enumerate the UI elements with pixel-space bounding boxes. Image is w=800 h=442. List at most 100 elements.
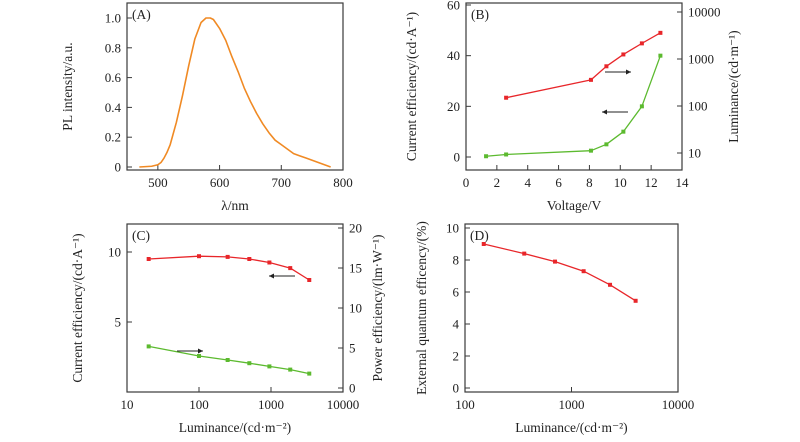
y-right-tick-label: 0 (349, 381, 356, 396)
data-point (267, 260, 272, 265)
x-tick-label: 10 (121, 397, 134, 412)
x-tick-label: 12 (645, 175, 658, 190)
series-current-efficiency (146, 254, 312, 282)
data-point (608, 282, 613, 287)
y-axis-label: Current efficiency/(cd·A⁻¹) (70, 233, 85, 382)
x-axis-label: λ/nm (221, 198, 249, 213)
y-tick-label: 6 (453, 285, 460, 300)
y-right-tick-label: 15 (349, 261, 362, 276)
plot-frame (126, 2, 344, 171)
data-point (247, 361, 252, 366)
data-point (225, 254, 230, 259)
x-tick-label: 700 (272, 175, 292, 190)
x-tick-label: 0 (463, 175, 470, 190)
y-axis-label: PL intensity/a.u. (60, 42, 75, 130)
y-tick-label: 5 (115, 315, 122, 330)
data-point (247, 257, 252, 261)
data-point (481, 242, 486, 246)
series-line (505, 32, 661, 99)
data-point (197, 254, 201, 259)
x-tick-label: 800 (333, 175, 353, 190)
x-tick-label: 10000 (327, 397, 360, 412)
data-point (522, 251, 527, 256)
y-tick-label: 10 (108, 245, 121, 260)
x-tick-label: 500 (148, 175, 168, 190)
x-tick-label: 2 (494, 175, 501, 190)
x-tick-label: 600 (210, 175, 230, 190)
data-point (197, 354, 201, 358)
y-tick-label: 8 (453, 253, 460, 268)
y-tick-label: 0 (454, 150, 461, 165)
panel-label: (B) (471, 7, 489, 22)
data-point (504, 152, 509, 157)
power-arrow-head (198, 348, 203, 354)
panel-d: 100 1000 10000 0 2 4 6 8 10 Luminance/(cd·m⁻²) Ext… (414, 221, 694, 436)
data-point (639, 41, 644, 46)
y-axis-label: External quantum efficency/(%) (414, 221, 429, 395)
y-right-tick-label: 1000 (688, 52, 714, 67)
series-luminance (504, 30, 663, 100)
y-right-tick-label: 10000 (688, 5, 721, 20)
data-point (604, 64, 609, 69)
data-point (588, 148, 593, 153)
data-point (633, 298, 638, 303)
data-point (484, 154, 489, 159)
x-tick-label: 10000 (662, 397, 695, 412)
data-point (588, 77, 593, 82)
y-tick-label: 60 (447, 0, 460, 13)
efficiency-arrow-head (602, 109, 607, 115)
y-tick-label: 0.4 (105, 100, 122, 115)
y-right-tick-label: 5 (349, 341, 356, 356)
data-point (658, 30, 663, 35)
panel-label: (C) (132, 228, 150, 243)
y-tick-label: 0 (453, 381, 460, 396)
x-tick-label: 4 (524, 175, 531, 190)
panel-label: (A) (132, 7, 151, 22)
data-point (288, 367, 293, 372)
y-axis-label: Current efficiency/(cd·A⁻¹) (404, 12, 419, 161)
y-right-axis-label: Luminance/(cd·m⁻¹) (726, 30, 741, 142)
data-point (553, 259, 558, 264)
y-right-tick-label: 20 (349, 221, 362, 236)
panel-b: 0 2 4 6 8 10 12 14 0 20 40 60 10 100 1000 10000 Voltage/… (404, 0, 741, 213)
data-point (225, 358, 230, 362)
y-tick-label: 0 (115, 160, 122, 175)
x-tick-label: 1000 (559, 397, 585, 412)
y-tick-label: 2 (453, 349, 460, 364)
data-point (307, 371, 312, 376)
x-axis-label: Luminance/(cd·m⁻²) (515, 420, 627, 435)
series-line (139, 17, 331, 168)
panel-c: 10 100 1000 1000051005101520Luminance/(cd·m… (70, 221, 385, 436)
y-tick-label: 0.2 (105, 130, 121, 145)
y-right-tick-label: 100 (688, 99, 708, 114)
y-tick-label: 40 (447, 48, 460, 63)
y-right-axis-label: Power efficiency/(lm·W⁻¹) (370, 235, 385, 382)
y-tick-label: 20 (447, 99, 460, 114)
series-line (485, 55, 662, 157)
y-tick-label: 1.0 (105, 11, 121, 26)
data-point (621, 129, 626, 134)
panel-a: 500 600 700 800 0 0.2 0.4 0.6 0.8 1.0 λ/nm PL inten… (60, 2, 353, 213)
series-current-efficiency (484, 53, 663, 159)
x-tick-label: 100 (455, 397, 475, 412)
x-tick-label: 1000 (258, 397, 284, 412)
luminance-arrow-head (626, 69, 631, 75)
x-axis-label: Voltage/V (547, 198, 602, 213)
data-point (146, 257, 151, 261)
panel-label: (D) (470, 228, 489, 243)
data-point (639, 104, 644, 109)
x-tick-label: 14 (676, 175, 690, 190)
data-point (267, 364, 272, 369)
x-tick-label: 8 (586, 175, 593, 190)
efficiency-arrow-head (269, 273, 274, 279)
y-right-tick-label: 10 (688, 146, 701, 161)
plot-frame (126, 223, 344, 393)
series-pl-spectrum (139, 17, 331, 168)
x-tick-label: 100 (189, 397, 209, 412)
series-eqe (481, 242, 638, 303)
y-tick-label: 10 (446, 221, 459, 236)
data-point (604, 142, 609, 147)
series-line (483, 243, 636, 302)
y-tick-label: 4 (453, 317, 460, 332)
